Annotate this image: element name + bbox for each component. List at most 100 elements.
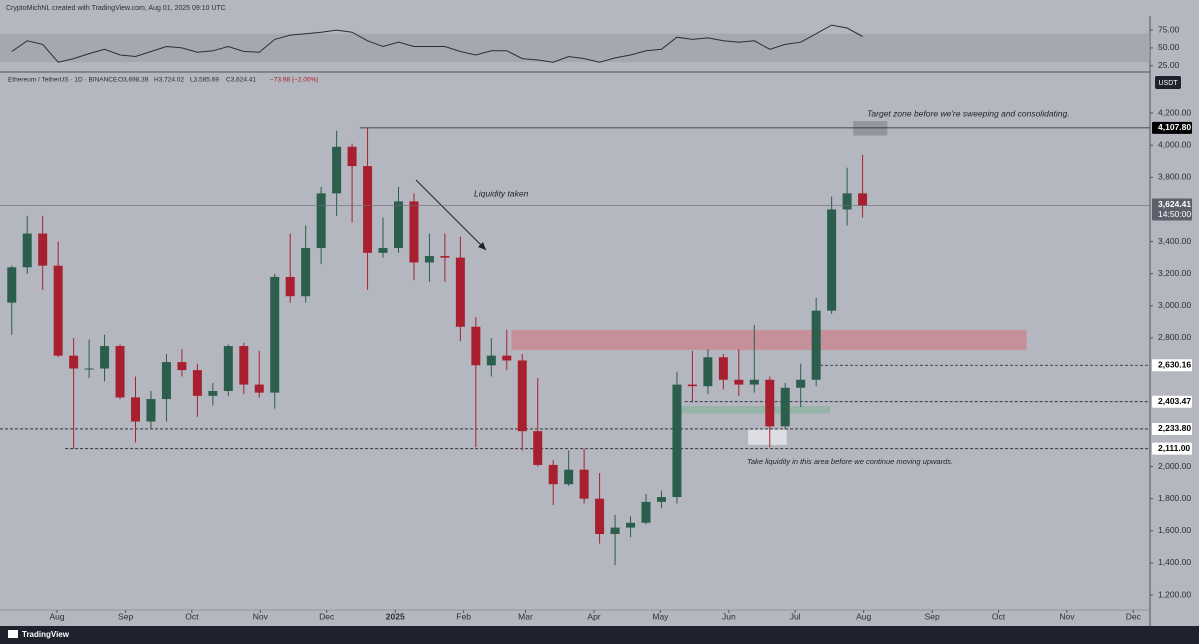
candle-body	[301, 248, 311, 297]
annotation: Take liquidity in this area before we co…	[747, 457, 953, 466]
x-tick-label: Jul	[790, 611, 801, 621]
legend-value: O3,698.39	[118, 77, 149, 84]
last-price-label: 3,624.41	[1158, 199, 1191, 209]
zone	[853, 121, 888, 136]
x-tick-label: Sep	[925, 611, 940, 621]
level-label: 2,403.47	[1158, 396, 1191, 406]
candle-body	[316, 193, 326, 249]
candle-body	[84, 368, 94, 370]
candle-body	[177, 362, 187, 371]
x-tick-label: Oct	[185, 611, 199, 621]
rsi-tick-label: 75.00	[1158, 24, 1180, 34]
candle-body	[626, 522, 636, 528]
x-tick-label: Sep	[118, 611, 133, 621]
candle-body	[424, 256, 434, 263]
rsi-tick-label: 25.00	[1158, 60, 1180, 70]
candle-body	[595, 498, 605, 535]
y-tick-label: 3,400.00	[1158, 236, 1191, 246]
y-tick-label: 2,800.00	[1158, 332, 1191, 342]
candle-body	[811, 310, 821, 380]
x-tick-label: Aug	[856, 611, 871, 621]
level-box	[1152, 121, 1192, 134]
legend-value: H3,724.02	[154, 77, 184, 84]
candle-body	[192, 370, 202, 396]
candle-body	[409, 201, 419, 263]
candle-body	[393, 201, 403, 249]
candle-body	[285, 276, 295, 297]
candle-body	[734, 379, 744, 385]
y-tick-label: 3,200.00	[1158, 268, 1191, 278]
candle-body	[858, 193, 868, 206]
candle-body	[827, 209, 837, 311]
candle-body	[533, 431, 543, 465]
candle-body	[161, 362, 171, 400]
level-box	[1152, 422, 1192, 435]
rsi-band	[0, 33, 1150, 63]
x-tick-label: Nov	[253, 611, 269, 621]
candle-body	[363, 166, 373, 253]
y-tick-label: 3,000.00	[1158, 300, 1191, 310]
candle-body	[749, 379, 759, 385]
countdown: 14:50:00	[1158, 209, 1191, 219]
candle-body	[53, 265, 63, 356]
candle-body	[486, 355, 496, 366]
candle-body	[780, 387, 790, 427]
annotation: Target zone before we're sweeping and co…	[867, 108, 1070, 118]
candle-body	[548, 464, 558, 485]
candle-body	[146, 399, 156, 422]
candle-body	[100, 346, 110, 369]
candle-body	[842, 193, 852, 210]
currency: USDT	[1158, 80, 1178, 87]
footer-bar	[0, 626, 1199, 644]
candle-body	[131, 397, 141, 422]
candle-body	[517, 360, 527, 432]
legend-value: −73.98 (−2.00%)	[270, 77, 318, 84]
candle-body	[703, 357, 713, 387]
level-label: 2,630.16	[1158, 360, 1191, 370]
candle-body	[270, 276, 280, 393]
x-tick-label: 2025	[386, 611, 405, 621]
x-tick-label: Mar	[518, 611, 533, 621]
last-price-box	[1152, 198, 1192, 221]
x-tick-label: Dec	[1126, 611, 1142, 621]
candle-body	[564, 469, 574, 485]
x-tick-label: Aug	[50, 611, 65, 621]
x-tick-label: Oct	[992, 611, 1006, 621]
level-box	[1152, 395, 1192, 408]
candle-body	[471, 326, 481, 366]
x-tick-label: Feb	[456, 611, 471, 621]
candle-body	[38, 233, 48, 266]
y-tick-label: 4,200.00	[1158, 107, 1191, 117]
y-tick-label: 1,200.00	[1158, 589, 1191, 599]
candle-body	[718, 357, 728, 380]
candle-body	[22, 233, 32, 268]
rsi-line	[11, 24, 863, 63]
level-box	[1152, 442, 1192, 455]
candle-body	[347, 146, 357, 167]
x-tick-label: Nov	[1059, 611, 1075, 621]
footer: TradingView	[22, 630, 70, 639]
candle-body	[223, 346, 233, 392]
candle-body	[69, 355, 79, 369]
candle-body	[7, 267, 17, 303]
candle-body	[765, 379, 775, 427]
candle-body	[579, 469, 589, 499]
symbol: Ethereum / TetherUS · 1D · BINANCE	[8, 77, 118, 84]
candle-body	[332, 146, 342, 194]
y-tick-label: 3,800.00	[1158, 172, 1191, 182]
y-tick-label: 1,600.00	[1158, 525, 1191, 535]
candle-body	[378, 248, 388, 253]
candle-body	[502, 355, 512, 361]
arrow	[415, 179, 487, 251]
legend-value: C3,624.41	[226, 77, 256, 84]
level-label: 2,111.00	[1158, 443, 1190, 453]
candle-body	[115, 346, 125, 398]
candle-body	[440, 256, 450, 258]
rsi-tick-label: 50.00	[1158, 42, 1180, 52]
x-tick-label: Dec	[319, 611, 335, 621]
legend-value: L3,585.69	[190, 77, 219, 84]
candle-body	[641, 501, 651, 523]
zone	[748, 429, 787, 445]
